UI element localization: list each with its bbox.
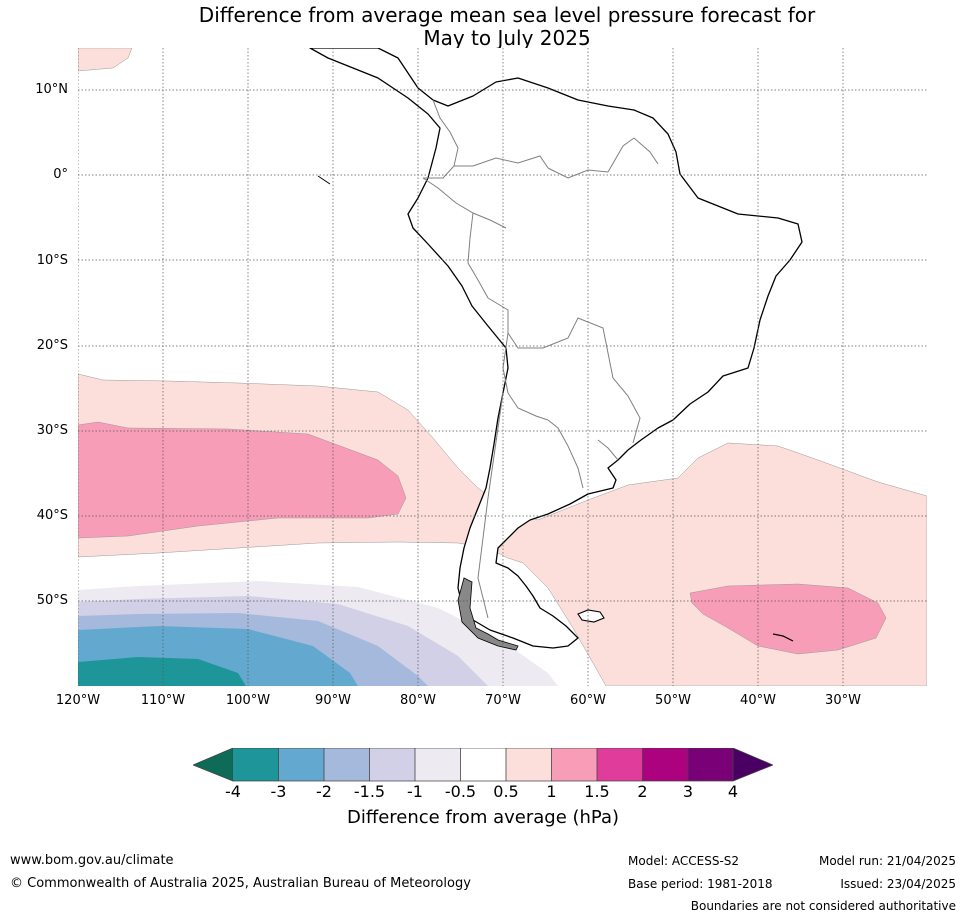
colorbar-bin-3 (324, 748, 370, 781)
south-georgia (772, 633, 794, 642)
colorbar-bin-10 (642, 748, 688, 781)
colorbar-over-triangle (732, 748, 773, 782)
lon-label-120w: 120°W (55, 693, 101, 708)
lon-label-60w: 60°W (570, 693, 606, 708)
colorbar-tick: -1.5 (353, 782, 386, 801)
issued-text: Issued: 23/04/2025 (840, 877, 956, 891)
galapagos-islands (317, 175, 331, 185)
falkland-islands (577, 609, 605, 623)
lat-label-30s: 30°S (36, 423, 68, 438)
lon-label-110w: 110°W (140, 693, 186, 708)
lon-label-40w: 40°W (740, 693, 776, 708)
colorbar-tick: 4 (727, 782, 739, 801)
contour-plus-1-west (78, 421, 407, 539)
colorbar-bin-5 (415, 748, 461, 781)
colorbar-bin-2 (278, 748, 324, 781)
lat-label-20s: 20°S (36, 338, 68, 353)
graticule (78, 48, 927, 686)
website-link[interactable]: www.bom.gov.au/climate (10, 853, 174, 868)
lat-label-10n: 10°N (35, 82, 68, 97)
lon-label-30w: 30°W (825, 693, 861, 708)
colorbar-tick: -1 (407, 782, 423, 801)
map-canvas (78, 48, 927, 686)
colorbar-bin-6 (460, 748, 506, 781)
colorbar-tick: 1 (546, 782, 557, 801)
lat-label-50s: 50°S (36, 593, 68, 608)
lon-label-90w: 90°W (315, 693, 351, 708)
colorbar-tick: -2 (316, 782, 332, 801)
colorbar-label: Difference from average (hPa) (346, 807, 620, 828)
contour-minus-3 (78, 657, 246, 686)
contour-plus-0-5-north (78, 48, 133, 72)
colorbar-bin-9 (597, 748, 643, 781)
title-line-1: Difference from average mean sea level p… (198, 3, 816, 27)
colorbar-tick: -0.5 (444, 782, 477, 801)
map-title: Difference from average mean sea level p… (0, 4, 965, 50)
colorbar-tick: -4 (225, 782, 241, 801)
lon-label-50w: 50°W (655, 693, 691, 708)
colorbar (193, 748, 773, 782)
colorbar-tick: 2 (637, 782, 648, 801)
pressure-map (78, 48, 927, 686)
base-period-text: Base period: 1981-2018 (628, 877, 773, 891)
lat-label-0: 0° (53, 167, 68, 182)
colorbar-bin-7 (506, 748, 552, 781)
colorbar-tick: 0.5 (493, 782, 519, 801)
copyright-text: © Commonwealth of Australia 2025, Austra… (10, 876, 471, 891)
colorbar-dividers (233, 748, 733, 782)
lon-label-70w: 70°W (485, 693, 521, 708)
colorbar-bin-4 (369, 748, 415, 781)
title-line-2: May to July 2025 (423, 26, 591, 50)
lat-label-40s: 40°S (36, 508, 68, 523)
colorbar-under-triangle (193, 748, 234, 782)
model-text: Model: ACCESS-S2 (628, 854, 740, 868)
colorbar-tick: 1.5 (584, 782, 610, 801)
colorbar-bin-11 (688, 748, 733, 781)
disclaimer-text: Boundaries are not considered authoritat… (690, 899, 956, 913)
lon-label-80w: 80°W (400, 693, 436, 708)
lat-label-10s: 10°S (36, 253, 68, 268)
colorbar-tick: 3 (682, 782, 694, 801)
colorbar-bin-8 (551, 748, 597, 781)
colorbar-bin-1 (233, 748, 279, 781)
model-run-text: Model run: 21/04/2025 (818, 854, 956, 868)
colorbar-tick: -3 (270, 782, 287, 801)
country-borders (422, 99, 659, 619)
contour-plus-1-east (689, 583, 887, 655)
chile-archipelago (457, 577, 519, 651)
lon-label-100w: 100°W (225, 693, 271, 708)
